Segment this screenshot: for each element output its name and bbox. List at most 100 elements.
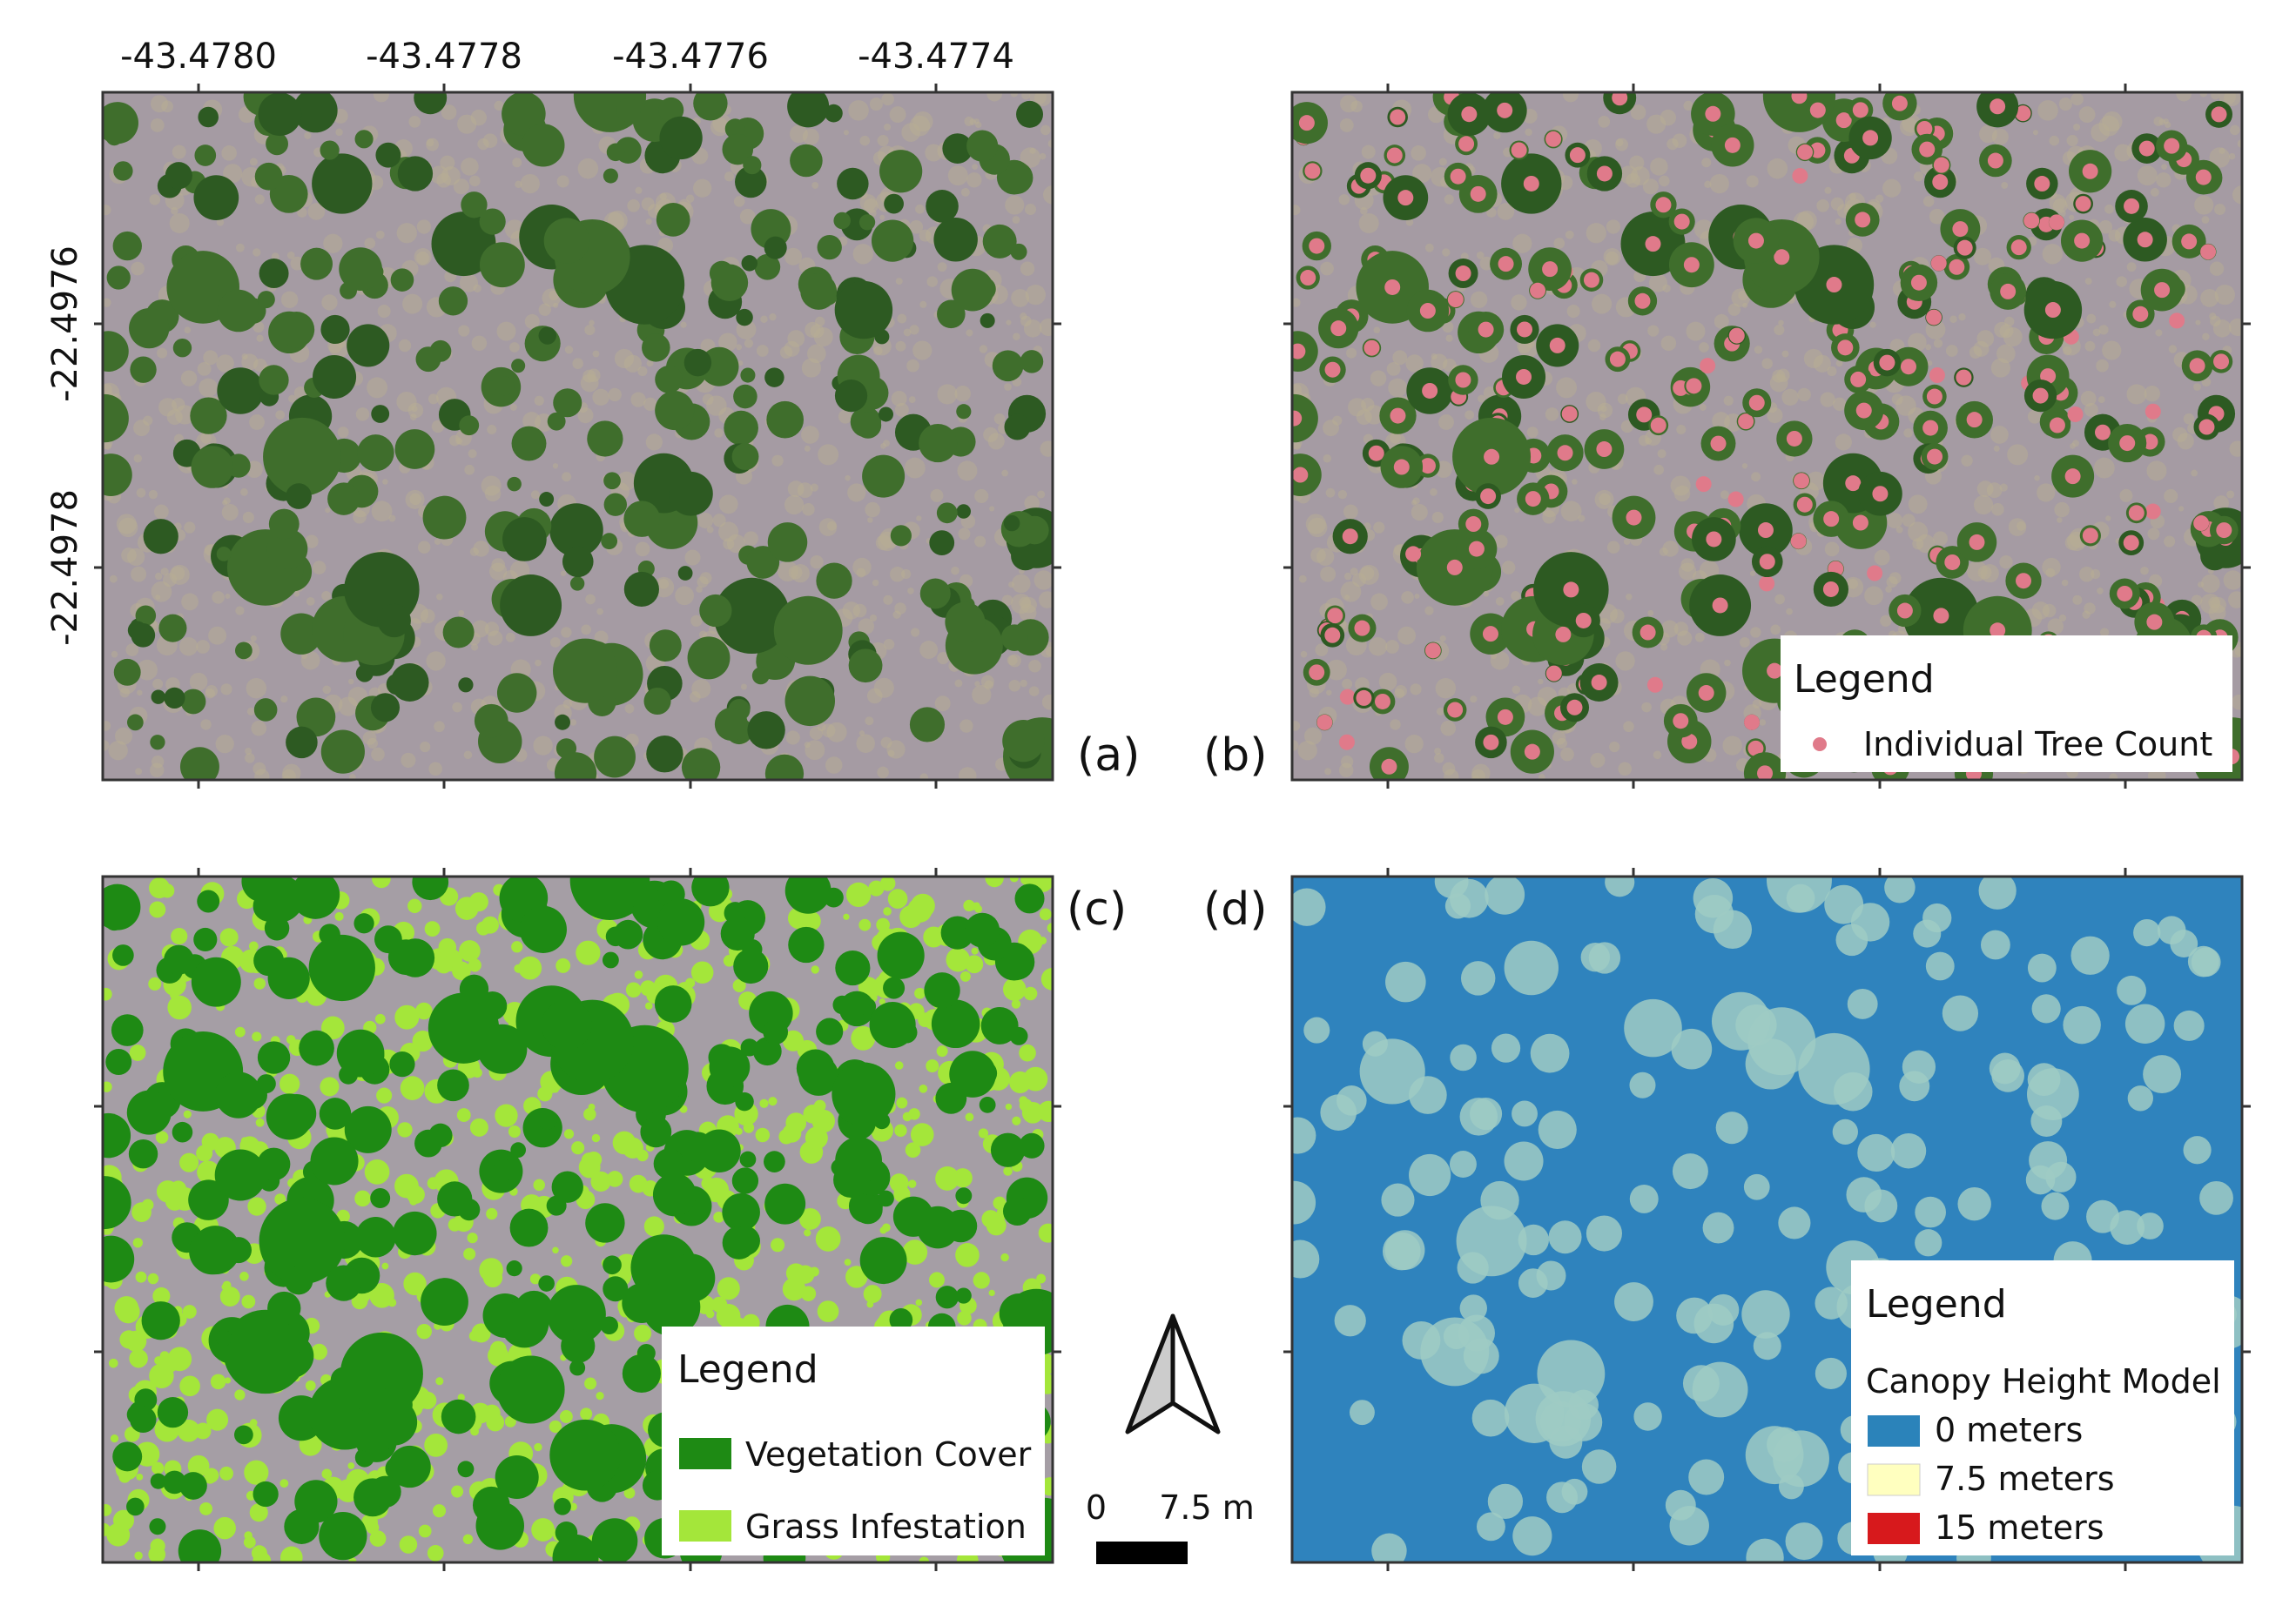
ground-texture bbox=[2234, 646, 2242, 657]
tree-crown bbox=[371, 405, 390, 423]
grass-patch bbox=[928, 1272, 945, 1288]
ground-texture bbox=[805, 321, 821, 338]
tree-point bbox=[1757, 522, 1774, 539]
ground-texture bbox=[1722, 736, 1742, 756]
tree-point bbox=[1896, 602, 1913, 619]
vegetation-patch bbox=[640, 1116, 672, 1148]
tree-point bbox=[1724, 137, 1741, 153]
grass-patch bbox=[504, 1415, 516, 1428]
vegetation-patch bbox=[1002, 1197, 1032, 1226]
tree-crown bbox=[751, 667, 770, 685]
ground-texture bbox=[1525, 128, 1532, 137]
ground-texture bbox=[1361, 144, 1376, 159]
ground-texture bbox=[1373, 326, 1381, 333]
vegetation-patch bbox=[336, 1029, 385, 1078]
canopy-height bbox=[1371, 1533, 1407, 1562]
ground-texture bbox=[1660, 109, 1677, 126]
grass-patch bbox=[845, 882, 872, 908]
vegetation-patch bbox=[369, 1475, 401, 1508]
grass-patch bbox=[424, 921, 441, 937]
ground-texture bbox=[826, 722, 847, 742]
grass-patch bbox=[690, 961, 714, 984]
grass-patch bbox=[815, 1226, 841, 1252]
ground-texture bbox=[2209, 147, 2231, 168]
tree-crown bbox=[649, 629, 682, 662]
tree-point bbox=[1822, 581, 1839, 597]
ground-texture bbox=[505, 632, 515, 642]
tree-point bbox=[2067, 406, 2084, 422]
tree-point bbox=[1300, 270, 1316, 286]
vegetation-patch bbox=[500, 1299, 549, 1348]
ground-texture bbox=[1298, 574, 1307, 583]
tree-crown bbox=[669, 471, 713, 516]
ground-texture bbox=[1020, 147, 1041, 168]
grass-patch bbox=[199, 1501, 212, 1515]
ground-texture bbox=[2194, 195, 2214, 215]
tree-point bbox=[2154, 282, 2171, 299]
tree-crown bbox=[816, 562, 852, 599]
tree-point bbox=[1855, 402, 1872, 419]
ground-texture bbox=[103, 721, 111, 731]
ground-texture bbox=[925, 144, 943, 162]
grass-patch bbox=[985, 877, 1004, 888]
grass-patch bbox=[973, 1272, 990, 1289]
vegetation-patch bbox=[252, 1481, 279, 1508]
ground-texture bbox=[645, 218, 652, 225]
grass-patch bbox=[584, 1377, 597, 1390]
ground-texture bbox=[1495, 596, 1505, 606]
ground-texture bbox=[189, 672, 208, 691]
ground-texture bbox=[907, 588, 914, 595]
tree-crown bbox=[690, 748, 713, 770]
canopy-height bbox=[1745, 1426, 1804, 1485]
ground-texture bbox=[304, 131, 312, 139]
ground-texture bbox=[807, 344, 826, 364]
ground-texture bbox=[428, 762, 443, 776]
tree-point bbox=[2034, 176, 2050, 192]
ground-texture bbox=[453, 178, 469, 195]
grass-patch bbox=[555, 958, 571, 973]
tree-point bbox=[1497, 102, 1513, 118]
panel-label: (d) bbox=[1203, 883, 1268, 936]
tree-crown bbox=[936, 502, 958, 524]
ground-texture bbox=[1004, 383, 1012, 391]
ground-texture bbox=[155, 594, 161, 600]
tree-crown bbox=[198, 106, 219, 128]
grass-patch bbox=[552, 1086, 559, 1093]
tree-point bbox=[1386, 147, 1403, 164]
grass-patch bbox=[576, 940, 601, 965]
tree-crown bbox=[442, 616, 475, 648]
ground-texture bbox=[149, 762, 165, 777]
vegetation-patch bbox=[1014, 883, 1045, 914]
grass-patch bbox=[251, 1545, 267, 1562]
ground-texture bbox=[2144, 386, 2160, 402]
canopy-height bbox=[1629, 1184, 1659, 1213]
vegetation-patch bbox=[179, 1472, 207, 1500]
ground-texture bbox=[223, 497, 231, 505]
grass-patch bbox=[919, 1556, 930, 1562]
tree-crown bbox=[126, 714, 144, 731]
tree-crown bbox=[538, 326, 556, 345]
tree-crown bbox=[659, 116, 703, 160]
ground-texture bbox=[256, 334, 264, 342]
grass-patch bbox=[167, 1347, 192, 1372]
tree-crown bbox=[655, 366, 683, 393]
ground-texture bbox=[1483, 591, 1490, 597]
tree-point bbox=[1792, 168, 1808, 185]
tree-crown bbox=[268, 508, 300, 540]
ground-texture bbox=[1021, 92, 1031, 100]
ground-texture bbox=[323, 233, 343, 253]
vegetation-patch bbox=[103, 1176, 131, 1230]
grass-patch bbox=[915, 1299, 923, 1307]
grass-patch bbox=[482, 1267, 503, 1288]
ground-texture bbox=[1618, 762, 1633, 776]
ground-texture bbox=[2229, 440, 2242, 457]
ground-texture bbox=[524, 313, 540, 329]
tree-crown bbox=[103, 393, 129, 443]
ground-texture bbox=[1958, 312, 1966, 321]
ground-texture bbox=[1778, 319, 1784, 326]
ground-texture bbox=[2230, 124, 2240, 136]
tree-crown bbox=[834, 280, 893, 339]
ticks bbox=[94, 84, 2251, 1571]
vegetation-patch bbox=[103, 883, 141, 930]
tree-point bbox=[2023, 212, 2040, 229]
